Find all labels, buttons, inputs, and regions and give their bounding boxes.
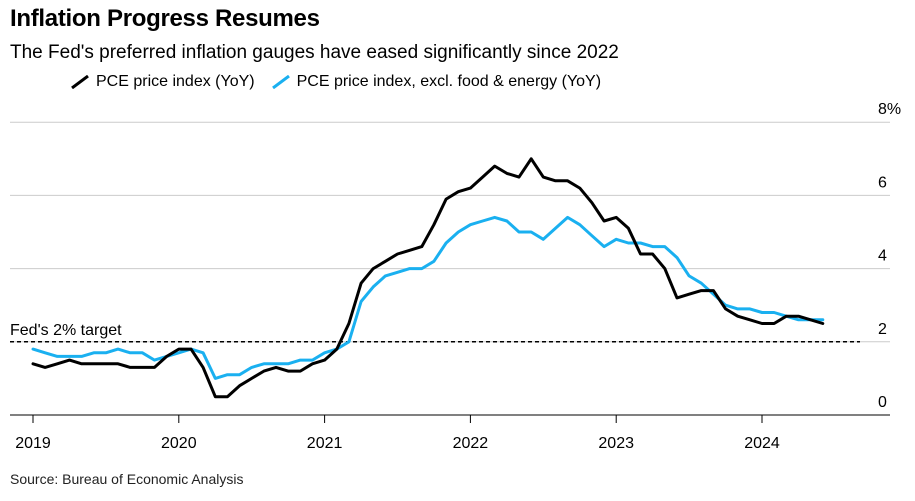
legend-item-core: PCE price index, excl. food & energy (Yo… xyxy=(271,73,601,91)
series-line-pce xyxy=(31,157,825,399)
y-tick-label: 8% xyxy=(878,101,901,118)
x-tick-label: 2021 xyxy=(307,435,343,452)
legend-label-core: PCE price index, excl. food & energy (Yo… xyxy=(296,73,602,90)
reference-line-label: Fed's 2% target xyxy=(10,322,122,339)
legend: PCE price index (YoY) PCE price index, e… xyxy=(70,73,601,91)
chart-subtitle: The Fed's preferred inflation gauges hav… xyxy=(10,42,619,63)
x-tick-label: 2022 xyxy=(453,435,489,452)
legend-item-pce: PCE price index (YoY) xyxy=(70,73,255,91)
series-line-core-pce xyxy=(31,215,825,380)
x-tick-label: 2023 xyxy=(598,435,634,452)
source-note: Source: Bureau of Economic Analysis xyxy=(10,471,244,487)
y-tick-label: 4 xyxy=(878,248,887,265)
y-tick-label: 0 xyxy=(878,394,887,411)
x-tick-label: 2020 xyxy=(161,435,197,452)
chart-title: Inflation Progress Resumes xyxy=(10,5,320,32)
y-tick-label: 6 xyxy=(878,174,887,191)
legend-label-pce: PCE price index (YoY) xyxy=(96,73,255,90)
x-tick-label: 2019 xyxy=(15,435,51,452)
y-tick-label: 2 xyxy=(878,321,887,338)
legend-swatch-pce xyxy=(71,75,89,89)
line-chart: 0 2 4 6 8% 2019 2020 2021 2022 2023 2024 Fed's 2% t… xyxy=(10,101,901,452)
x-tick-label: 2024 xyxy=(744,435,780,452)
legend-swatch-core xyxy=(271,75,290,89)
